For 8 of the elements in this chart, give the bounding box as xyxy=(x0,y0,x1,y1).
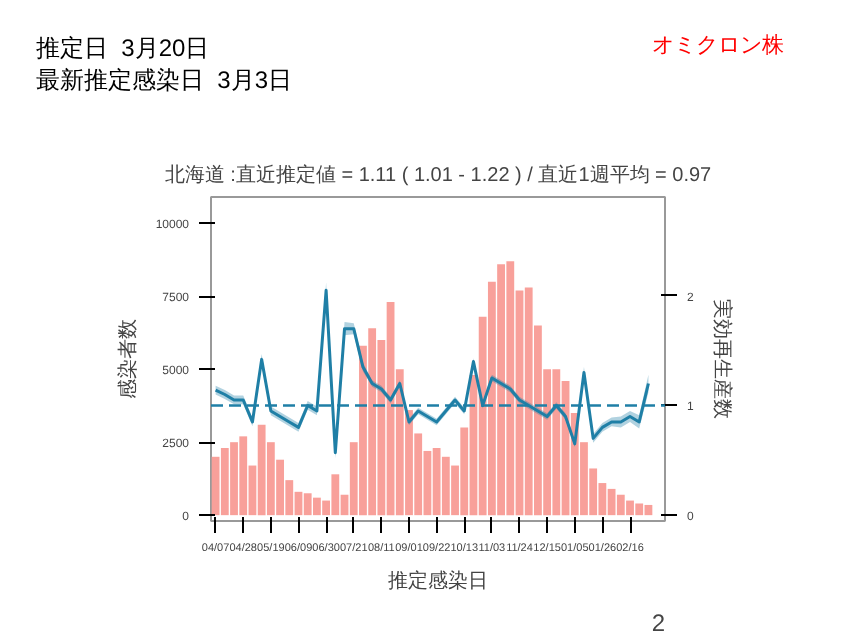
chart-title: 北海道 :直近推定値 = 1.11 ( 1.01 - 1.22 ) / 直近1週平均 = 0.97 xyxy=(164,163,713,187)
text: 2 xyxy=(651,609,666,637)
x-axis-title: 推定感染日 xyxy=(388,569,488,593)
text: オミクロン株 xyxy=(652,32,784,62)
y-axis-title: 感染者数 xyxy=(115,319,140,399)
y2-axis-title: 実効再生産数 xyxy=(709,299,734,419)
text: 最新推定感染日 3月3日 xyxy=(36,64,293,98)
text: 推定日 3月20日 xyxy=(36,32,210,66)
